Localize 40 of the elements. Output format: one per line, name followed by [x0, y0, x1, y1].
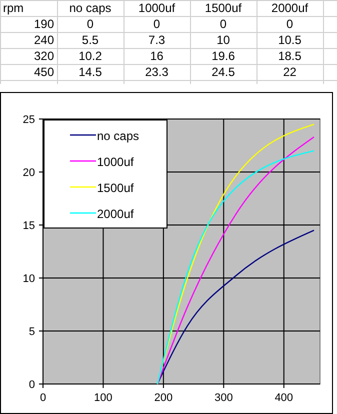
data-label: 10.5 [278, 33, 302, 47]
data-label: 23.3 [145, 65, 169, 79]
y-axis-title: rpm [3, 1, 24, 15]
legend-label: no caps [97, 129, 140, 143]
data-label: 0 [286, 17, 294, 31]
x-tick-label: 2000uf [271, 1, 309, 15]
data-label: 0 [220, 17, 227, 31]
y-tick-label: 190 [34, 17, 54, 31]
data-label: 7.3 [148, 33, 166, 47]
y-tick-label: 10 [22, 273, 35, 285]
y-tick-label: 0 [28, 379, 35, 391]
x-tick-label: 1500uf [204, 1, 242, 15]
data-label: 16 [150, 49, 164, 63]
x-tick-label: no caps [69, 1, 112, 15]
data-label: 19.6 [212, 49, 236, 63]
y-tick-label: 20 [22, 167, 35, 179]
data-label: 0 [153, 17, 160, 31]
data-label: 10 [216, 33, 230, 47]
data-label: 22 [283, 65, 297, 79]
y-tick-label: 15 [22, 220, 35, 232]
y-tick-label: 450 [34, 65, 54, 79]
x-tick-label: 200 [154, 392, 173, 404]
legend-label: 1000uf [97, 155, 134, 169]
data-label: 0 [86, 17, 94, 31]
x-tick-label: 100 [94, 392, 112, 404]
x-tick-label: 300 [214, 392, 233, 404]
legend-label: 1500uf [97, 181, 134, 195]
line-series [156, 230, 315, 385]
x-tick-label: 1000uf [138, 1, 176, 15]
y-tick-label: 25 [22, 114, 35, 126]
data-label: 24.5 [212, 65, 236, 79]
x-tick-label: 400 [274, 392, 294, 404]
y-tick-label: 240 [34, 33, 54, 47]
data-label: 18.5 [278, 49, 302, 63]
y-tick-label: 320 [34, 49, 54, 63]
data-label: 5.5 [82, 33, 99, 47]
data-label: 14.5 [78, 65, 102, 79]
legend-label: 2000uf [97, 207, 134, 221]
data-label: 10.2 [78, 49, 102, 63]
y-tick-label: 5 [28, 326, 35, 338]
